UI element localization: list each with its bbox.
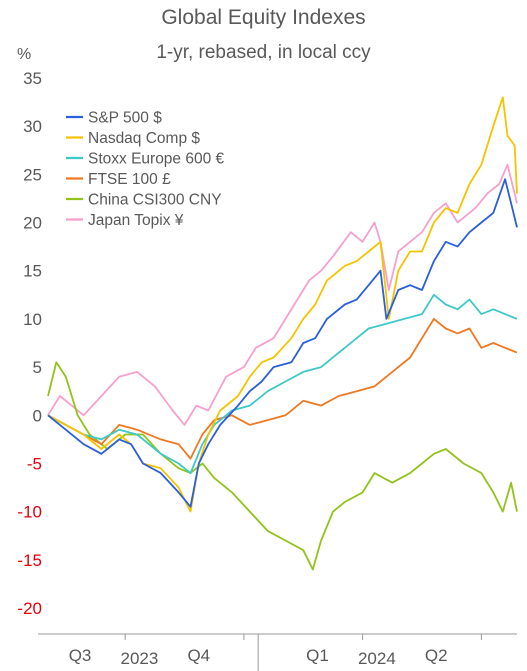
legend-label: Stoxx Europe 600 €: [88, 151, 225, 168]
y-tick-label: -5: [27, 454, 42, 473]
y-tick-label: 35: [23, 69, 42, 88]
y-tick-label: 0: [33, 406, 42, 425]
y-tick-label: 10: [23, 310, 42, 329]
y-tick-label: 25: [23, 165, 42, 184]
series-line-ftse-100: [47, 318, 518, 460]
y-tick-label: 5: [33, 358, 42, 377]
chart-subtitle: 1-yr, rebased, in local ccy: [156, 42, 371, 63]
y-axis-unit: %: [17, 46, 32, 63]
y-tick-label: 15: [23, 262, 42, 281]
legend-label: FTSE 100 £: [88, 171, 171, 188]
chart-title: Global Equity Indexes: [161, 6, 366, 29]
series-line-nasdaq-comp: [47, 96, 518, 513]
y-tick-label: -20: [17, 599, 42, 618]
legend-label: Japan Topix ¥: [88, 212, 184, 229]
series-line-china-csi300-cny: [47, 361, 518, 571]
y-tick-label: -10: [17, 503, 42, 522]
series-line-stoxx-europe-600: [47, 293, 518, 474]
x-tick-label: Q1: [306, 646, 329, 665]
legend-label: China CSI300 CNY: [88, 192, 222, 209]
y-tick-label: 30: [23, 117, 42, 136]
series-line-japan-topix: [47, 163, 518, 426]
x-tick-label: Q3: [69, 646, 92, 665]
x-tick-label: Q4: [187, 646, 210, 665]
y-tick-label: -15: [17, 551, 42, 570]
series-line-s-p-500: [47, 178, 518, 508]
y-tick-label: 20: [23, 214, 42, 233]
legend-label: Nasdaq Comp $: [88, 130, 200, 147]
year-label: 2023: [121, 649, 159, 668]
x-tick-label: Q2: [425, 646, 448, 665]
legend-label: S&P 500 $: [88, 110, 162, 127]
year-label: 2024: [358, 649, 396, 668]
